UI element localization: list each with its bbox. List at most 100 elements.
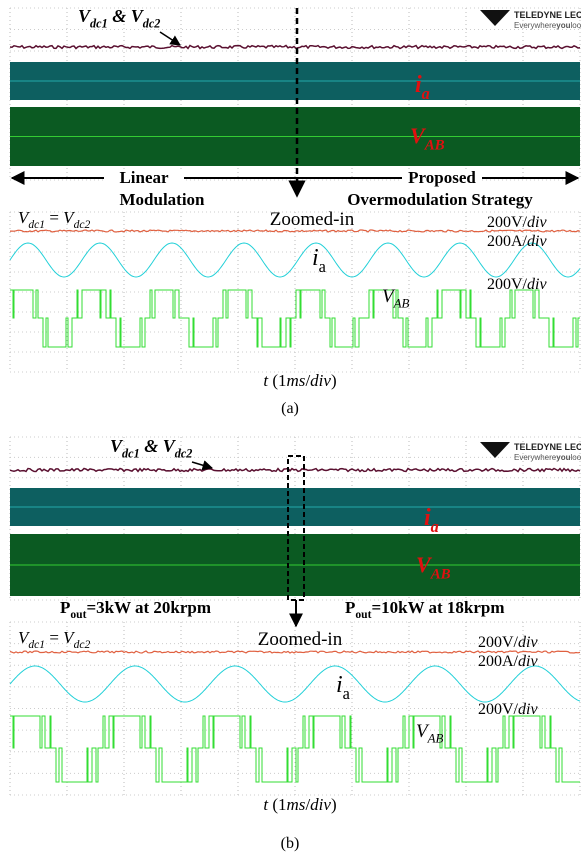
text-run: Zoomed-in <box>258 629 343 650</box>
text-run: 200A/ <box>478 653 519 670</box>
text-run: Proposed <box>408 168 476 187</box>
text-run: AB <box>424 138 445 154</box>
text-run: TELEDYNE LECROY <box>514 442 581 452</box>
text-run: i <box>336 672 343 698</box>
text-run: 200V/ <box>478 701 519 718</box>
text-run: div <box>527 276 547 293</box>
tagline: Everywhereyoulook <box>514 21 581 30</box>
text-run: P <box>60 598 70 617</box>
right-mode: Pout=10kW at 18krpm <box>345 598 505 621</box>
text-run: i <box>312 245 319 271</box>
text-run: Overmodulation Strategy <box>347 190 533 209</box>
supply-trace <box>10 46 580 49</box>
text-run: div <box>527 233 547 250</box>
text-run: 200A/ <box>487 233 528 250</box>
text-run: dc1 <box>28 638 45 651</box>
text-run: & <box>140 436 163 456</box>
text-run: out <box>70 608 86 621</box>
text-run: =10kW at 18krpm <box>371 598 504 617</box>
text-run: = <box>45 628 63 647</box>
text-run: 200V/ <box>478 634 519 651</box>
right-mode2: Overmodulation Strategy <box>347 190 533 209</box>
zoom-voltage-trace <box>10 290 580 347</box>
zoom-title: Zoomed-in <box>270 209 355 230</box>
label-arrow <box>192 462 212 468</box>
text-run: dc1 <box>90 16 108 30</box>
zoom-v2-scale: 200V/div <box>478 701 538 718</box>
text-run: a <box>343 684 351 703</box>
supply: Vdc1 & Vdc2 <box>78 6 160 30</box>
text-run: & <box>108 6 131 26</box>
text-run: a <box>431 517 439 536</box>
text-run: ms <box>287 795 306 814</box>
caption: (a) <box>281 400 299 417</box>
text-run: div <box>527 214 547 231</box>
text-run: out <box>355 608 371 621</box>
text-run: =3kW at 20krpm <box>86 598 211 617</box>
brand-logo <box>480 442 510 458</box>
time-axis: t (1ms/div) <box>263 371 336 390</box>
brand: TELEDYNE LECROY <box>514 10 581 20</box>
right-mode: Proposed <box>408 168 476 187</box>
zoom-supply: Vdc1 = Vdc2 <box>18 208 90 231</box>
zoom-v-scale: 200V/div <box>487 214 547 231</box>
text-run: dc2 <box>175 446 193 460</box>
text-run: you <box>556 453 570 462</box>
text-run: div <box>518 634 538 651</box>
text-run: you <box>556 21 570 30</box>
text-run: ) <box>331 371 337 390</box>
text-run: Everywhere <box>514 21 557 30</box>
supply-trace <box>10 469 580 472</box>
text-run: div <box>518 701 538 718</box>
text-run: dc1 <box>28 218 45 231</box>
zoom-v-scale: 200V/div <box>478 634 538 651</box>
text-run: AB <box>393 296 410 311</box>
text-run: = <box>45 208 63 227</box>
text-run: 200V/ <box>487 214 528 231</box>
text-run: dc1 <box>122 446 140 460</box>
text-run: P <box>345 598 355 617</box>
zoom-supply: Vdc1 = Vdc2 <box>18 628 90 651</box>
text-run: look <box>570 453 581 462</box>
zoom-i-scale: 200A/div <box>478 653 538 670</box>
supply: Vdc1 & Vdc2 <box>110 436 192 460</box>
figure: Vdc1 & Vdc2TELEDYNE LECROYEverywhereyoul… <box>0 0 581 858</box>
text-run: Linear <box>119 168 169 187</box>
brand: TELEDYNE LECROY <box>514 442 581 452</box>
label-arrow <box>160 32 180 45</box>
text-run: AB <box>430 567 451 583</box>
text-run: 200V/ <box>487 276 528 293</box>
text-run: AB <box>427 731 444 746</box>
text-run: div <box>310 795 331 814</box>
brand-logo <box>480 10 510 26</box>
left-mode: Linear <box>119 168 169 187</box>
zoom-voltage: VAB <box>416 721 443 746</box>
text-run: ) <box>331 795 337 814</box>
text-run: look <box>570 21 581 30</box>
left-mode: Pout=3kW at 20krpm <box>60 598 211 621</box>
text-run: Modulation <box>119 190 205 209</box>
text-run: Everywhere <box>514 453 557 462</box>
text-run: dc2 <box>143 16 161 30</box>
text-run: div <box>310 371 331 390</box>
zoom-title: Zoomed-in <box>258 629 343 650</box>
text-run: div <box>518 653 538 670</box>
text-run: ms <box>287 371 306 390</box>
time-axis: t (1ms/div) <box>263 795 336 814</box>
text-run: a <box>422 84 430 103</box>
text-run: (1 <box>268 371 286 390</box>
caption: (b) <box>281 835 300 852</box>
text-run: a <box>319 257 327 276</box>
text-run: Zoomed-in <box>270 209 355 230</box>
text-run: dc2 <box>74 638 91 651</box>
text-run: (1 <box>268 795 286 814</box>
zoom-i-scale: 200A/div <box>487 233 547 250</box>
zoom-current: ia <box>336 672 351 703</box>
left-mode2: Modulation <box>119 190 205 209</box>
zoom-current-trace <box>10 666 580 702</box>
zoom-v2-scale: 200V/div <box>487 276 547 293</box>
zoom-voltage-trace <box>10 716 580 782</box>
text-run: dc2 <box>74 218 91 231</box>
tagline: Everywhereyoulook <box>514 453 581 462</box>
text-run: TELEDYNE LECROY <box>514 10 581 20</box>
